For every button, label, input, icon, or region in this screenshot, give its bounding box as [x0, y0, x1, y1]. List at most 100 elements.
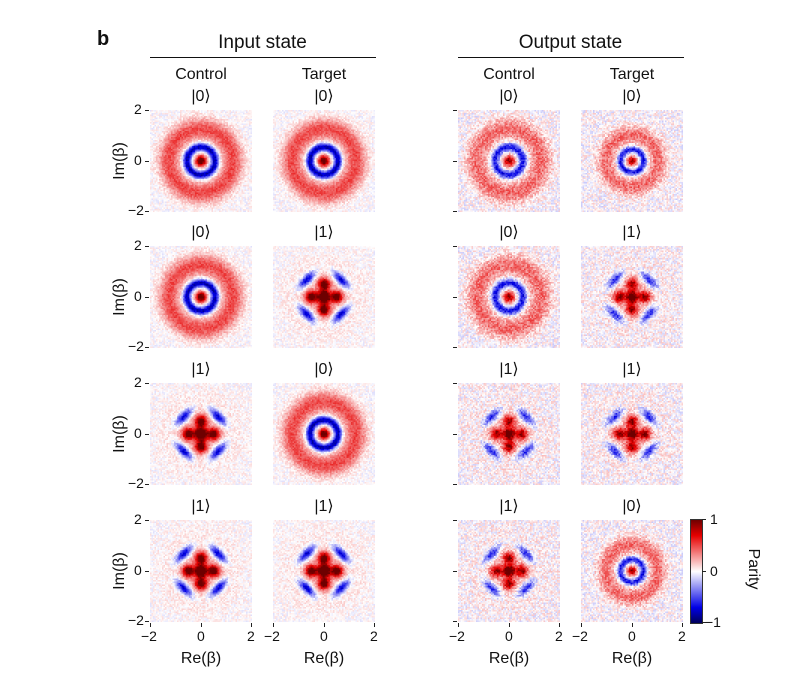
state-label: |1⟩ [622, 361, 642, 378]
colorbar-tick-label: 0 [710, 563, 718, 579]
y-tick [145, 571, 149, 572]
y-axis-label: Im(β) [111, 142, 128, 180]
y-tick [453, 383, 457, 384]
wigner-heatmap-panel [458, 246, 560, 348]
state-label: |0⟩ [622, 498, 642, 515]
y-tick [145, 434, 149, 435]
colorbar-label: Parity [745, 548, 762, 590]
x-tick-label: 0 [505, 628, 513, 644]
heatmap-image [273, 520, 375, 622]
state-label: |1⟩ [499, 498, 519, 515]
y-tick [453, 297, 457, 298]
y-tick [145, 520, 149, 521]
heatmap-image [273, 383, 375, 485]
y-axis-label: Im(β) [111, 552, 128, 590]
wigner-heatmap-panel [458, 383, 560, 485]
y-tick-label: 0 [134, 288, 142, 304]
y-tick [453, 110, 457, 111]
y-tick [453, 434, 457, 435]
colorbar-tick-label: −1 [705, 614, 721, 630]
wigner-heatmap-panel [150, 110, 252, 212]
x-tick [458, 623, 459, 627]
state-label: |0⟩ [191, 88, 211, 105]
heatmap-image [581, 383, 683, 485]
output-state-header: Output state [518, 32, 623, 53]
y-tick [145, 297, 149, 298]
y-tick [145, 246, 149, 247]
y-axis-label: Im(β) [111, 278, 128, 316]
y-tick [145, 211, 149, 212]
state-label: |0⟩ [499, 224, 519, 241]
y-tick-label: 0 [134, 425, 142, 441]
y-tick-label: −2 [128, 338, 144, 354]
state-label: |1⟩ [314, 224, 334, 241]
wigner-heatmap-panel [273, 383, 375, 485]
heatmap-image [581, 110, 683, 212]
x-tick-label: 0 [197, 628, 205, 644]
x-tick [509, 623, 510, 627]
y-tick-label: 2 [134, 237, 142, 253]
heatmap-image [458, 246, 560, 348]
wigner-heatmap-panel [273, 520, 375, 622]
input-state-header: Input state [218, 32, 307, 53]
y-tick [453, 484, 457, 485]
y-tick [453, 347, 457, 348]
heatmap-image [273, 246, 375, 348]
x-tick [632, 623, 633, 627]
x-tick-label: −2 [264, 628, 280, 644]
output-state-rule [458, 57, 684, 58]
colorbar-tick [702, 519, 706, 520]
column-title-control-output: Control [483, 66, 535, 83]
heatmap-image [458, 383, 560, 485]
x-tick-label: 0 [628, 628, 636, 644]
heatmap-image [458, 520, 560, 622]
figure-label: b [97, 28, 110, 50]
x-axis-label: Re(β) [611, 650, 653, 667]
y-tick [145, 161, 149, 162]
wigner-heatmap-panel [458, 110, 560, 212]
y-tick-label: −2 [128, 202, 144, 218]
y-tick-label: −2 [128, 475, 144, 491]
y-tick [453, 520, 457, 521]
heatmap-image [581, 246, 683, 348]
x-tick-label: 2 [555, 628, 563, 644]
wigner-heatmap-panel [581, 110, 683, 212]
state-label: |0⟩ [314, 361, 334, 378]
x-tick-label: −2 [141, 628, 157, 644]
y-tick-label: 2 [134, 511, 142, 527]
heatmap-image [150, 110, 252, 212]
wigner-heatmap-panel [273, 246, 375, 348]
state-label: |1⟩ [314, 498, 334, 515]
x-tick-label: 2 [370, 628, 378, 644]
colorbar-tick [702, 622, 706, 623]
state-label: |0⟩ [314, 88, 334, 105]
heatmap-image [458, 110, 560, 212]
state-label: |0⟩ [191, 224, 211, 241]
wigner-heatmap-panel [273, 110, 375, 212]
y-tick [145, 347, 149, 348]
wigner-heatmap-panel [581, 246, 683, 348]
y-tick [145, 110, 149, 111]
heatmap-image [273, 110, 375, 212]
y-tick [453, 211, 457, 212]
x-tick [201, 623, 202, 627]
state-label: |1⟩ [622, 224, 642, 241]
x-tick [374, 623, 375, 627]
x-tick-label: −2 [449, 628, 465, 644]
y-tick [453, 571, 457, 572]
y-tick [145, 484, 149, 485]
heatmap-image [581, 520, 683, 622]
x-tick-label: 2 [247, 628, 255, 644]
x-axis-label: Re(β) [488, 650, 530, 667]
heatmap-image [150, 246, 252, 348]
state-label: |1⟩ [191, 498, 211, 515]
x-axis-label: Re(β) [303, 650, 345, 667]
heatmap-image [150, 383, 252, 485]
input-state-rule [150, 57, 376, 58]
x-tick [273, 623, 274, 627]
y-axis-label: Im(β) [111, 415, 128, 453]
column-title-control-input: Control [175, 66, 227, 83]
x-axis-label: Re(β) [180, 650, 222, 667]
state-label: |0⟩ [622, 88, 642, 105]
